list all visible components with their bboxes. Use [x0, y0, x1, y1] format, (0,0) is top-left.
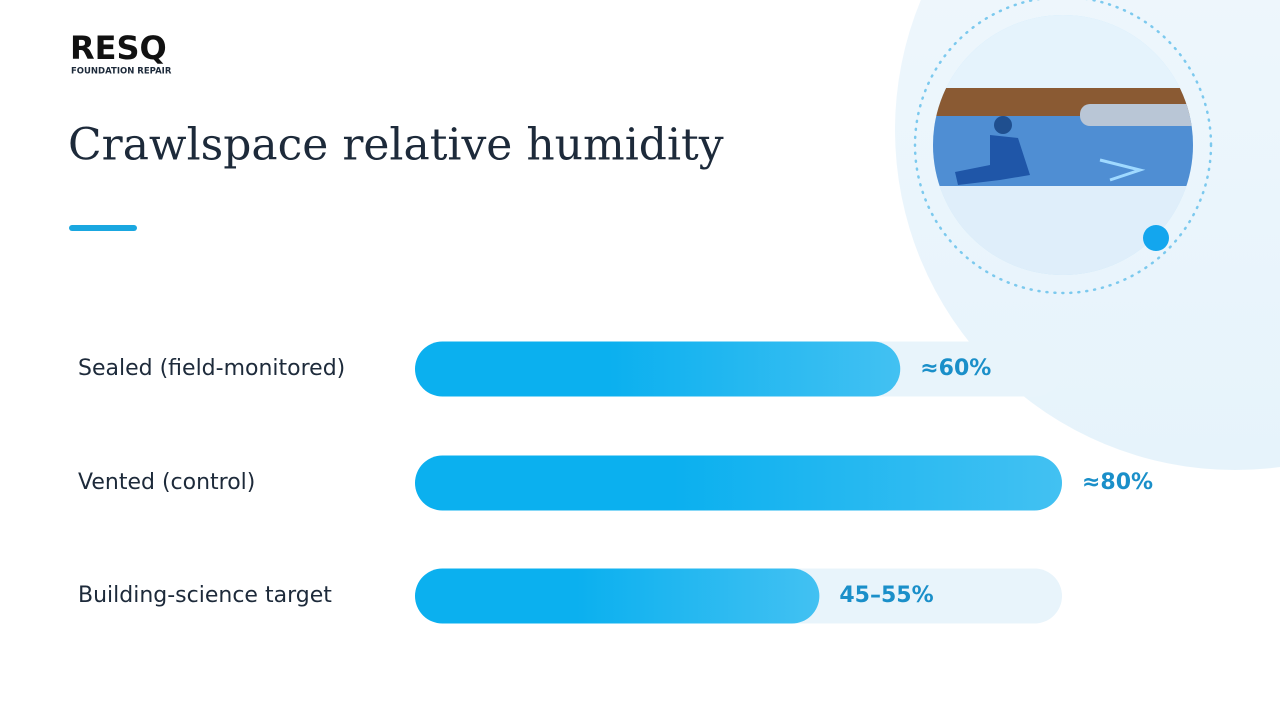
logo-band — [70, 66, 196, 75]
category-label: Sealed (field-monitored) — [78, 356, 345, 381]
value-label: 45–55% — [839, 583, 933, 608]
logo-tagline: FOUNDATION REPAIR — [71, 67, 172, 77]
accent-dot — [1143, 225, 1169, 251]
chart-title: Crawlspace relative humidity — [68, 120, 724, 171]
bar — [415, 455, 1062, 511]
category-label: Vented (control) — [78, 470, 255, 495]
category-label: Building-science target — [78, 583, 332, 608]
bar — [415, 568, 820, 624]
value-label: ≈80% — [1082, 470, 1153, 495]
logo-name: RESQ — [70, 29, 167, 67]
dotted-ring — [913, 0, 1213, 295]
chart: Sealed (field-monitored) ≈60% Vented (cont… — [78, 341, 1153, 624]
value-label: ≈60% — [920, 356, 991, 381]
accent-line — [69, 225, 137, 231]
bar — [415, 341, 901, 397]
